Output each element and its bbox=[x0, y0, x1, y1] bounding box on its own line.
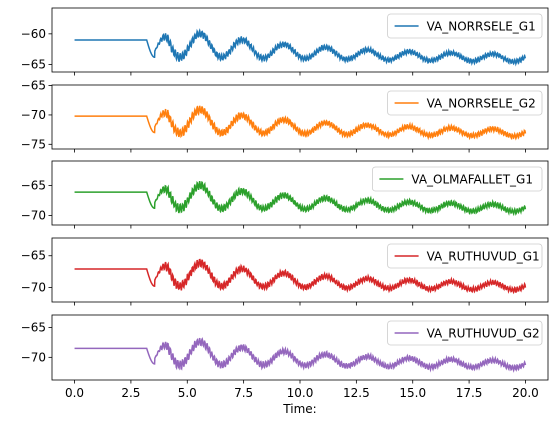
x-axis-label: Time: bbox=[282, 402, 316, 416]
subplot-2: −75 −70 −65 VA_NORRSELE_G2 bbox=[21, 79, 549, 153]
y-tick-label: −60 bbox=[21, 27, 46, 41]
series-line-4 bbox=[74, 258, 527, 295]
series-line-2 bbox=[74, 105, 527, 141]
subplot-4: −70 −65 VA_RUTHUVUD_G1 bbox=[21, 237, 549, 306]
y-tick-label: −70 bbox=[21, 350, 46, 364]
subplot-5: −70 −65 0.0 2.5 5.0 7.5 10.0 12.5 15.0 17.5 20.0 VA… bbox=[21, 314, 549, 416]
y-tick-label: −65 bbox=[21, 179, 46, 193]
legend-label: VA_NORRSELE_G2 bbox=[427, 97, 536, 111]
series-line-1 bbox=[74, 28, 527, 67]
x-tick-label: 7.5 bbox=[234, 386, 253, 400]
y-tick-label: −65 bbox=[21, 79, 46, 93]
legend-label: VA_RUTHUVUD_G1 bbox=[427, 250, 540, 264]
x-tick-label: 15.0 bbox=[399, 386, 426, 400]
y-tick-label: −65 bbox=[21, 58, 46, 72]
legend-label: VA_OLMAFALLET_G1 bbox=[411, 173, 533, 187]
legend-box bbox=[387, 243, 543, 269]
legend-box bbox=[387, 13, 543, 39]
legend-box bbox=[371, 166, 543, 192]
subplot-3: −70 −65 VA_OLMAFALLET_G1 bbox=[21, 160, 549, 229]
legend-box bbox=[387, 90, 543, 116]
x-tick-label: 20.0 bbox=[512, 386, 539, 400]
x-tick-label: 2.5 bbox=[121, 386, 140, 400]
y-tick-label: −65 bbox=[21, 321, 46, 335]
y-tick-label: −70 bbox=[21, 208, 46, 222]
x-tick-label: 12.5 bbox=[343, 386, 370, 400]
x-tick-label: 17.5 bbox=[456, 386, 483, 400]
legend-label: VA_NORRSELE_G1 bbox=[427, 20, 536, 34]
series-line-3 bbox=[74, 180, 527, 217]
legend-box bbox=[387, 320, 543, 346]
subplot-1: −65 −60 VA_NORRSELE_G1 bbox=[21, 7, 549, 76]
x-tick-label: 0.0 bbox=[65, 386, 84, 400]
y-tick-label: −75 bbox=[21, 137, 46, 151]
x-tick-label: 10.0 bbox=[287, 386, 314, 400]
y-tick-label: −70 bbox=[21, 280, 46, 294]
y-tick-label: −65 bbox=[21, 249, 46, 263]
y-tick-label: −70 bbox=[21, 108, 46, 122]
x-tick-label: 5.0 bbox=[178, 386, 197, 400]
series-line-5 bbox=[74, 337, 527, 373]
legend-label: VA_RUTHUVUD_G2 bbox=[427, 327, 540, 341]
